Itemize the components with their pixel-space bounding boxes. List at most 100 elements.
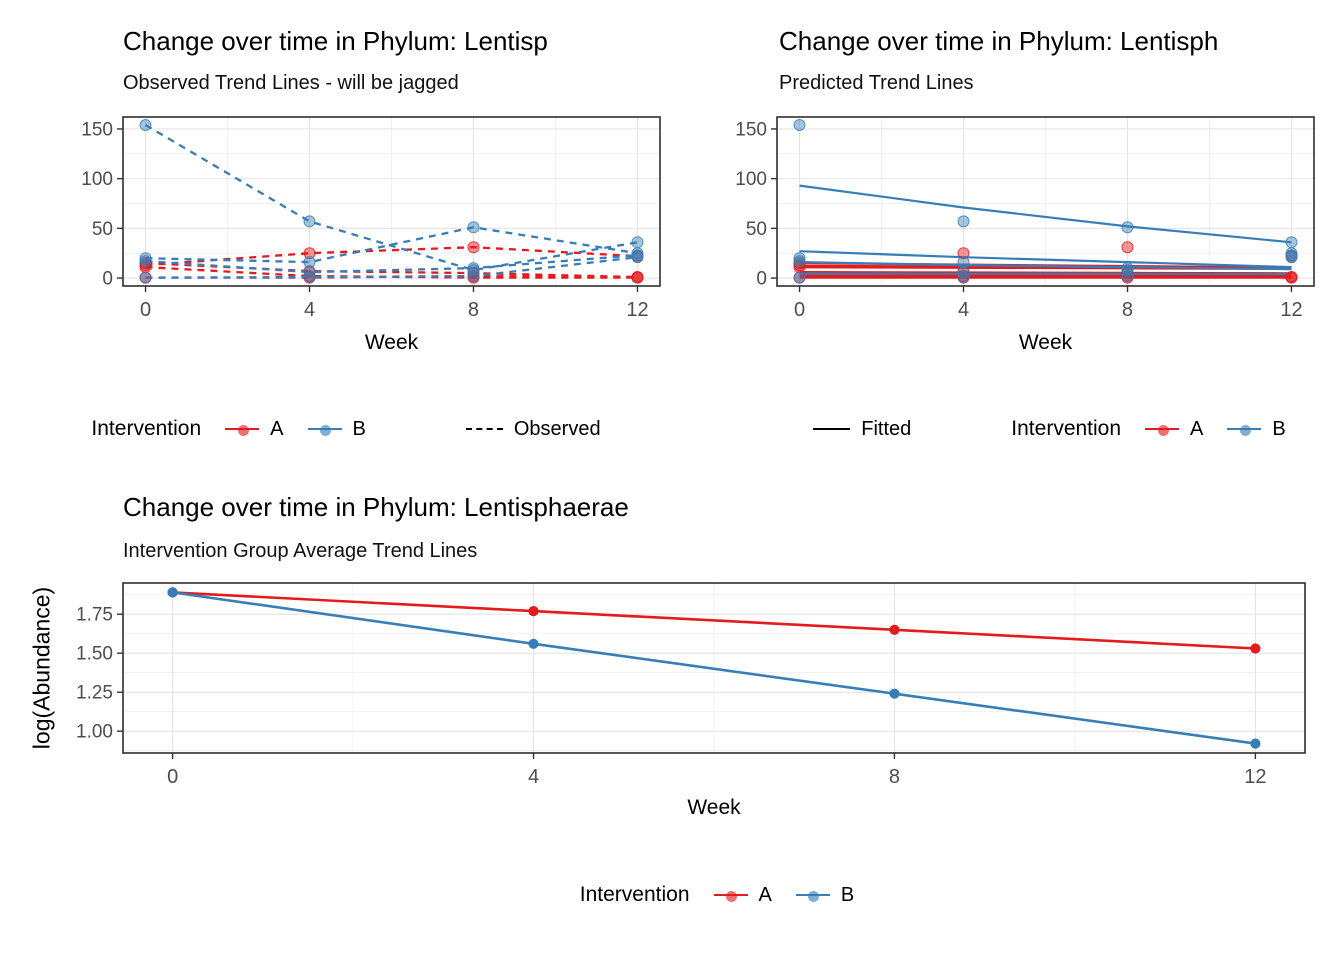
observed-xaxis-title: Week [364,331,419,354]
y-tick-label: 0 [756,269,767,290]
series-line-A-mean [172,591,1256,650]
data-point-A-subject-1-wk8 [1121,241,1134,254]
x-tick-label: 0 [167,766,178,788]
legend-item-a: A [713,883,772,907]
chart-panel-group-average: 0 4 8 12 1.00 1.25 1.50 1.75 [76,582,1306,788]
average-chart-subtitle: Intervention Group Average Trend Lines [123,540,478,562]
series-line-B-subject-3 [145,254,638,274]
average-legend-title: Intervention [579,883,690,906]
legend-item-a: A [1145,418,1203,441]
data-point-B-subject-2-wk4 [303,256,316,269]
series-line-A-subject-3 [145,265,638,279]
data-point-B-subject-3-wk0 [793,255,806,268]
observed-chart-title: Change over time in Phylum: Lentisp [123,26,548,56]
data-point-B-subject-4-wk12 [631,251,644,264]
average-yaxis-title: log(Abundance) [28,586,55,750]
y-tick-label: 0 [102,269,113,290]
legend-key-b-icon [307,423,342,436]
legend-key-a-icon [713,889,748,902]
x-tick-label: 4 [304,299,315,321]
observed-chart-subtitle: Observed Trend Lines - will be jagged [123,72,459,94]
data-point-B-subject-4-wk0 [139,271,152,284]
legend-label-a: A [758,883,772,906]
legend-label-a: A [270,417,284,440]
legend-label-b: B [840,883,855,906]
x-tick-label: 12 [1280,299,1302,321]
data-point-B-subject-2-wk0 [139,252,152,265]
data-point-B-subject-4-wk8 [1121,270,1134,283]
y-tick-label: 1.00 [76,722,113,743]
y-tick-label: 150 [81,119,113,140]
data-point-A-subject-1-wk4 [303,247,316,260]
data-point-B-subject-4-wk4 [303,271,316,284]
x-tick-label: 4 [958,299,969,321]
data-point-A-subject-4-wk12 [631,271,644,284]
data-point-B-subject-4-wk8 [467,270,480,283]
data-point-A-subject-1-wk8 [467,241,480,254]
chart-panel-observed: 0 4 8 12 0 50 100 150 [81,116,661,321]
predicted-chart-title: Change over time in Phylum: Lentisph [779,26,1219,56]
data-point-B-subject-1-wk4 [303,215,316,228]
data-point-B-subject-1-wk0 [139,119,152,131]
panel-border [122,116,661,287]
legend-item-b: B [1227,417,1286,441]
x-tick-label: 8 [1122,299,1133,321]
legend-item-observed: Observed [465,417,601,441]
average-chart-title: Change over time in Phylum: Lentisphaera… [123,492,629,522]
data-point-A-mean-wk8 [889,624,900,635]
data-point-B-subject-4-wk4 [957,271,970,284]
average-xaxis-title: Week [687,796,741,819]
solid-line-key-icon [813,428,851,430]
dashed-line-key-icon [465,428,503,430]
y-tick-label: 1.25 [76,683,113,704]
observed-legend: Intervention A B Observed [0,412,692,446]
legend-label-a: A [1190,417,1204,440]
data-point-B-mean-wk12 [1250,738,1261,749]
legend-label-b: B [1272,417,1286,440]
legend-label-observed: Observed [513,417,601,440]
chart-panel-predicted: 0 4 8 12 0 50 100 150 [735,116,1315,321]
legend-spacer [935,429,987,430]
predicted-xaxis-title: Week [1018,331,1073,354]
data-point-B-subject-2-wk4 [957,256,970,269]
panel-border [122,582,1306,754]
y-tick-label: 100 [735,169,767,190]
legend-key-a-icon [225,423,260,436]
y-tick-label: 50 [746,219,767,240]
legend-label-fitted: Fitted [861,417,912,440]
series-line-B-mean [172,591,1256,745]
data-point-A-mean-wk4 [528,606,539,617]
data-point-B-subject-1-wk12 [631,236,644,249]
data-point-B-mean-wk8 [889,688,900,699]
series-line-B-fit-1 [799,184,1292,244]
data-point-B-subject-2-wk0 [793,252,806,265]
legend-item-fitted: Fitted [813,418,911,441]
y-tick-label: 1.75 [76,605,113,626]
data-point-A-mean-wk12 [1250,643,1261,654]
data-point-B-mean-wk4 [528,638,539,649]
x-tick-label: 0 [794,299,805,321]
legend-spacer [390,429,442,430]
legend-label-b: B [352,417,366,440]
legend-key-a-icon [1145,423,1180,436]
legend-key-b-icon [795,889,830,902]
y-tick-label: 100 [81,169,113,190]
legend-key-b-icon [1227,423,1262,436]
data-point-B-subject-2-wk8 [1121,221,1134,234]
series-line-B-subject-4 [145,256,638,279]
y-tick-label: 50 [92,219,113,240]
x-tick-label: 12 [626,299,648,321]
predicted-legend-title: Intervention [1011,417,1122,440]
legend-item-b: B [795,883,855,907]
data-point-B-subject-4-wk12 [1285,251,1298,264]
data-point-A-subject-1-wk4 [957,247,970,260]
data-point-B-subject-1-wk4 [957,215,970,228]
average-legend: Intervention A B [90,878,1344,912]
x-tick-label: 8 [468,299,479,321]
data-point-A-subject-4-wk12 [1285,271,1298,284]
legend-item-b: B [307,417,366,441]
series-line-B-fit-2 [799,250,1292,269]
series-line-B-fit-3 [799,261,1292,271]
